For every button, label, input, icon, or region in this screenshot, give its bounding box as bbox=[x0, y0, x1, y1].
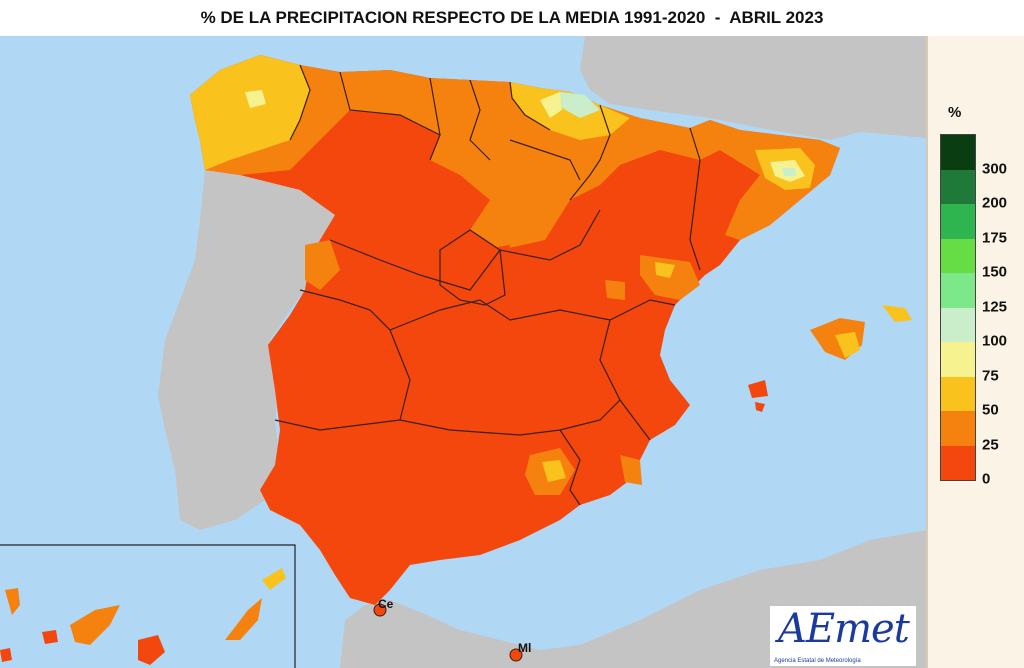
aemet-logo-text: AEmet bbox=[778, 606, 910, 652]
france-land bbox=[580, 36, 926, 140]
legend-label: 100 bbox=[982, 332, 1008, 350]
ceuta-marker bbox=[373, 603, 387, 617]
canary-island-tenerife bbox=[70, 605, 120, 645]
legend-swatch bbox=[941, 273, 975, 308]
canary-island-la-palma bbox=[5, 588, 20, 615]
interior-zone-25-50-d bbox=[605, 280, 625, 300]
spain-mainland bbox=[190, 55, 840, 605]
legend-unit: % bbox=[948, 104, 962, 121]
galicia-zone-50-75 bbox=[190, 55, 310, 170]
legend-swatch bbox=[941, 238, 975, 273]
melilla-marker bbox=[509, 648, 523, 662]
legend-swatch bbox=[941, 411, 975, 446]
ibiza-island bbox=[748, 380, 768, 398]
basque-zone-100-125 bbox=[560, 92, 600, 118]
north-zone-25-50 bbox=[190, 55, 840, 250]
legend-label: 300 bbox=[982, 160, 1008, 177]
legend-swatch bbox=[941, 376, 975, 411]
legend-label: 0 bbox=[982, 470, 991, 488]
interior-zone-50-75-c bbox=[655, 262, 675, 278]
mallorca-zone-50-75 bbox=[835, 332, 860, 358]
precipitation-map: Ce Ml bbox=[0, 36, 926, 668]
legend-swatch bbox=[941, 307, 975, 342]
aemet-logo-subtitle: Agencia Estatal de Meteorología bbox=[774, 658, 861, 664]
legend-color-bar bbox=[940, 134, 976, 481]
basque-zone-75-100 bbox=[540, 92, 562, 118]
menorca-island bbox=[882, 305, 912, 322]
legend-label: 175 bbox=[982, 229, 1008, 246]
map-title: % DE LA PRECIPITACION RESPECTO DE LA MED… bbox=[200, 8, 824, 27]
canary-island-hierro bbox=[0, 648, 12, 662]
canary-inset-frame bbox=[0, 544, 296, 668]
andalusia-zone-50-75 bbox=[542, 460, 566, 482]
melilla-label: Ml bbox=[518, 641, 531, 655]
madrid-zone bbox=[470, 245, 510, 305]
canary-island-fuerteventura bbox=[225, 598, 262, 640]
legend-swatch bbox=[941, 204, 975, 239]
portugal-land bbox=[158, 170, 340, 530]
legend-swatch bbox=[941, 169, 975, 204]
canary-island-lanzarote bbox=[262, 568, 286, 590]
formentera-island bbox=[755, 402, 765, 412]
ceuta-label: Ce bbox=[378, 597, 394, 611]
catalonia-zone-100-125 bbox=[782, 168, 796, 176]
galicia-zone-75-100 bbox=[245, 90, 266, 108]
legend-label: 150 bbox=[982, 263, 1008, 281]
legend-panel: % 300 200 175 150 125 100 75 50 25 0 bbox=[926, 36, 1024, 668]
legend-label: 125 bbox=[982, 298, 1008, 315]
legend-label: 50 bbox=[982, 401, 999, 419]
region-borders bbox=[274, 64, 701, 506]
interior-zone-25-50-a bbox=[305, 240, 340, 290]
legend-label: 200 bbox=[982, 194, 1008, 212]
aemet-logo: AEmet Agencia Estatal de Meteorología bbox=[770, 606, 916, 666]
valencia-zone-25-50 bbox=[620, 455, 642, 485]
canary-island-gran-canaria bbox=[138, 635, 165, 665]
canary-island-gomera bbox=[42, 630, 58, 644]
legend-swatch bbox=[941, 135, 975, 170]
legend-swatch bbox=[941, 342, 975, 377]
legend-label: 25 bbox=[982, 436, 999, 453]
legend-label: 75 bbox=[982, 367, 999, 384]
legend-swatch bbox=[941, 445, 975, 480]
